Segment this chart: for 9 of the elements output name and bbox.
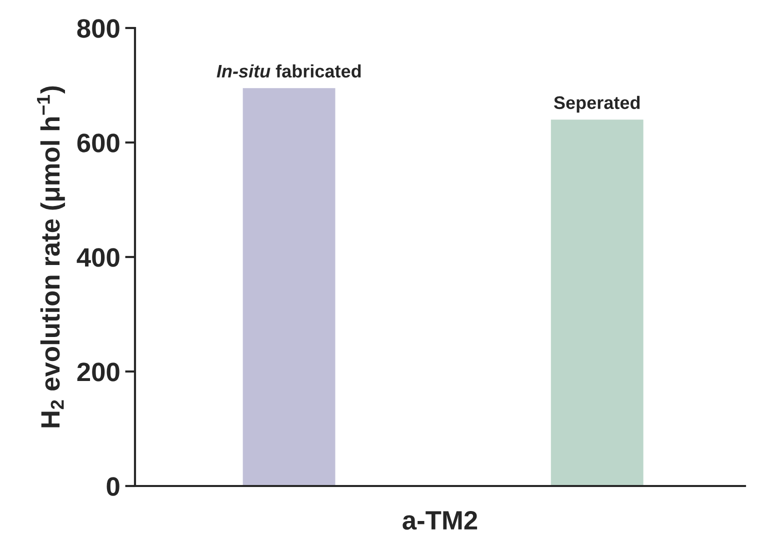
y-axis-title: H$_{2}$ evolution rate (μmol h$^{−1}$)	[37, 86, 65, 428]
y-tick-label: 400	[76, 248, 120, 267]
y-tick-label: 600	[77, 134, 120, 152]
x-axis-title: a-TM2	[402, 511, 478, 530]
x-tick-label: Seperated	[554, 96, 640, 113]
x-tick-label: In-situ fabricated	[216, 64, 361, 78]
y-tick-label: 800	[77, 19, 120, 38]
y-tick-label: 200	[77, 362, 120, 382]
y-tick-label: 0	[106, 477, 120, 496]
